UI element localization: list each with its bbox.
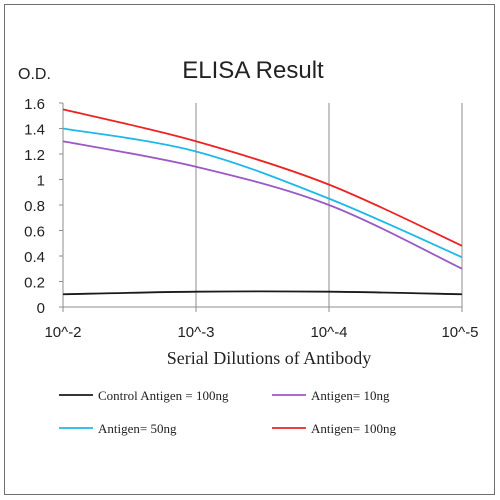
x-tick-label: 10^-3 (177, 324, 214, 341)
legend-label: Control Antigen = 100ng (98, 388, 229, 403)
tick-labels: 0 0.2 0.4 0.6 0.8 1 1.2 1.4 1.6 10^-2 10^-3 10^-4 10… (24, 96, 478, 341)
y-tick-label: 1.4 (24, 122, 45, 139)
series-line (62, 290, 463, 296)
y-tick-label: 0.4 (24, 249, 45, 266)
series-lines (62, 108, 463, 296)
series-line (62, 108, 463, 247)
x-tick-label: 10^-4 (310, 324, 347, 341)
legend-label: Antigen= 50ng (98, 421, 177, 436)
y-tick-label: 1.6 (24, 96, 45, 113)
y-tick-label: 1.2 (24, 147, 45, 164)
legend-label: Antigen= 10ng (311, 388, 390, 403)
axes (62, 103, 462, 308)
x-tick-label: 10^-5 (441, 324, 478, 341)
y-tick-label: 0.6 (24, 224, 45, 241)
legend: Control Antigen = 100ng Antigen= 10ng Anti… (59, 388, 396, 436)
x-axis-label: Serial Dilutions of Antibody (167, 348, 372, 368)
y-tick-label: 1 (37, 173, 45, 190)
x-tick-label: 10^-2 (44, 324, 81, 341)
y-axis-label: O.D. (18, 66, 51, 83)
y-tick-label: 0.8 (24, 198, 45, 215)
y-tick-label: 0 (37, 300, 45, 317)
chart-title: ELISA Result (182, 57, 324, 84)
legend-label: Antigen= 100ng (311, 421, 396, 436)
y-tick-label: 0.2 (24, 275, 45, 292)
chart-frame (4, 4, 495, 495)
series-line (62, 140, 463, 270)
series-line (62, 127, 463, 259)
